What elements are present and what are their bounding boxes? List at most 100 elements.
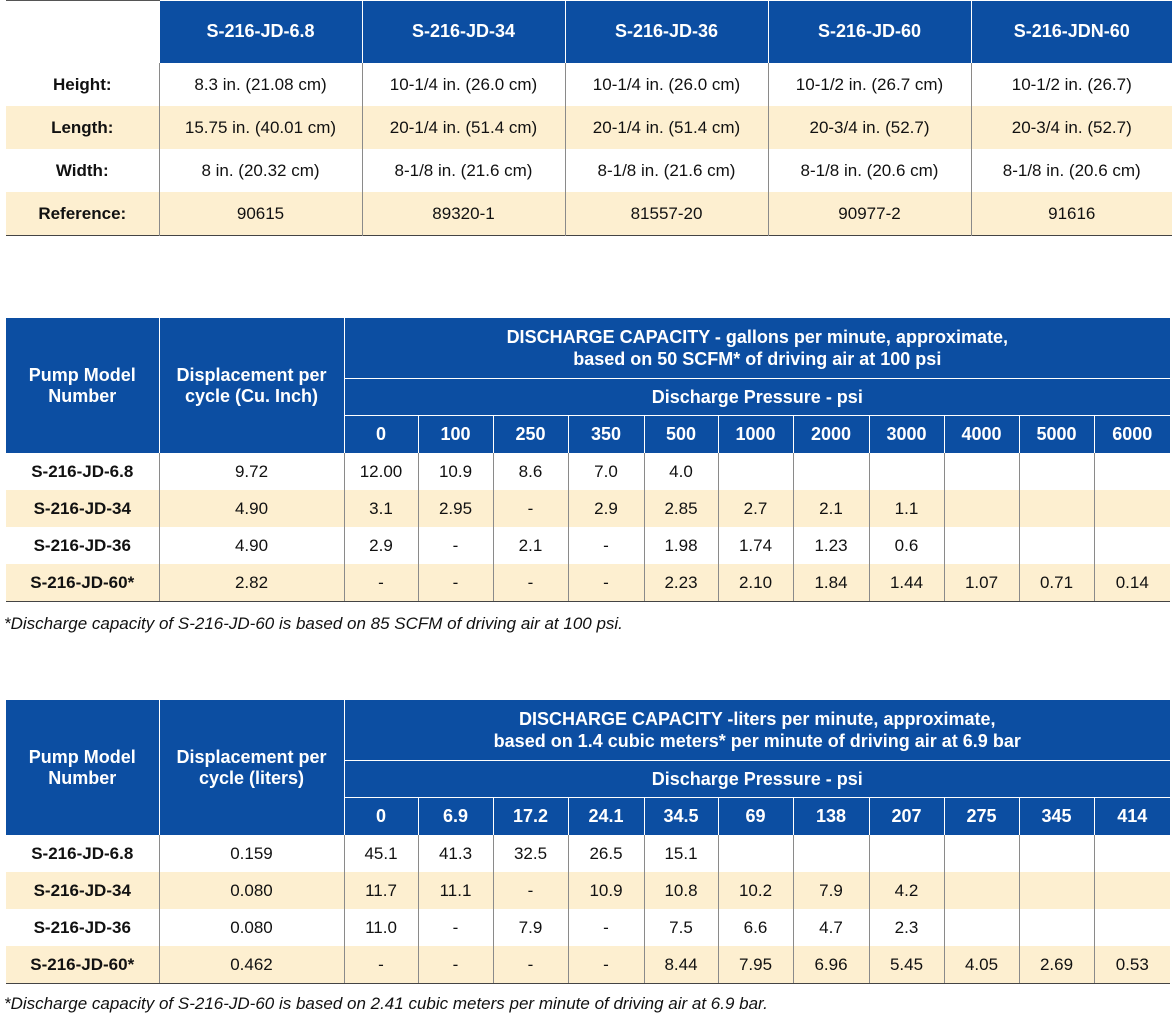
capacity-cell: 10.8 bbox=[643, 872, 718, 909]
capacity-cell: - bbox=[492, 946, 568, 984]
capacity-cell: - bbox=[417, 564, 493, 602]
displacement-cell: 0.462 bbox=[158, 946, 344, 984]
pressure-header: 0 bbox=[344, 415, 418, 453]
displacement-cell: 0.080 bbox=[158, 909, 344, 946]
capacity-cell bbox=[1018, 527, 1094, 564]
table-cell: 20-3/4 in. (52.7) bbox=[970, 106, 1172, 149]
model-column-header: Pump Model Number bbox=[6, 700, 160, 835]
capacity-cell: - bbox=[492, 564, 568, 602]
model-column-header: Pump Model Number bbox=[6, 318, 160, 453]
capacity-cell bbox=[943, 527, 1019, 564]
model-header: S-216-JD-36 bbox=[564, 0, 768, 63]
capacity-cell bbox=[792, 835, 869, 872]
model-cell: S-216-JD-60* bbox=[6, 946, 159, 984]
table-cell: 8 in. (20.32 cm) bbox=[158, 149, 362, 192]
pressure-header: 17.2 bbox=[492, 797, 568, 835]
displacement-cell: 4.90 bbox=[158, 490, 344, 527]
capacity-cell: - bbox=[492, 490, 568, 527]
capacity-cell: 2.1 bbox=[492, 527, 568, 564]
table-row: Height: 8.3 in. (21.08 cm) 10-1/4 in. (26.… bbox=[6, 63, 1172, 106]
capacity-cell bbox=[792, 453, 869, 490]
table-cell: 8-1/8 in. (21.6 cm) bbox=[564, 149, 768, 192]
pressure-header-row: 0 100 250 350 500 1000 2000 3000 4000 5000 6000 bbox=[6, 415, 1171, 453]
capacity-cell bbox=[1093, 835, 1171, 872]
pressure-subtitle: Discharge Pressure - psi bbox=[344, 378, 1171, 416]
model-cell: S-216-JD-60* bbox=[6, 564, 159, 602]
capacity-cell: 2.85 bbox=[643, 490, 718, 527]
capacity-cell bbox=[943, 872, 1019, 909]
capacity-cell: 11.1 bbox=[417, 872, 493, 909]
capacity-cell bbox=[1093, 527, 1171, 564]
table-cell: 10-1/2 in. (26.7 cm) bbox=[767, 63, 971, 106]
capacity-cell bbox=[943, 490, 1019, 527]
table-row: Width: 8 in. (20.32 cm) 8-1/8 in. (21.6 cm… bbox=[6, 149, 1172, 192]
table-row: S-216-JD-36 4.90 2.9-2.1-1.98 1.74 1.23 0.6 bbox=[6, 527, 1171, 564]
capacity-cell: - bbox=[417, 946, 493, 984]
capacity-gpm-table: Pump Model Number Displacement per cycle… bbox=[6, 318, 1171, 602]
capacity-cell bbox=[1093, 453, 1171, 490]
capacity-cell: 8.6 bbox=[492, 453, 568, 490]
capacity-cell: 4.05 bbox=[943, 946, 1019, 984]
pressure-header: 3000 bbox=[868, 415, 944, 453]
table-cell: 8-1/8 in. (21.6 cm) bbox=[361, 149, 565, 192]
capacity-cell: 0.53 bbox=[1093, 946, 1171, 984]
capacity-cell: 0.6 bbox=[868, 527, 944, 564]
capacity-title-line1: DISCHARGE CAPACITY -liters per minute, a… bbox=[519, 709, 996, 729]
model-cell: S-216-JD-6.8 bbox=[31, 461, 134, 481]
capacity-title-line2: based on 1.4 cubic meters* per minute of… bbox=[493, 731, 1021, 751]
capacity-cell: - bbox=[567, 527, 644, 564]
capacity-cell: - bbox=[417, 909, 493, 946]
table-cell: 20-1/4 in. (51.4 cm) bbox=[564, 106, 768, 149]
capacity-cell: 0.14 bbox=[1093, 564, 1171, 602]
displacement-cell: 9.72 bbox=[158, 453, 344, 490]
capacity-cell bbox=[1018, 909, 1094, 946]
capacity-cell: 1.98 bbox=[643, 527, 718, 564]
capacity-cell bbox=[1018, 835, 1094, 872]
capacity-cell bbox=[717, 835, 793, 872]
capacity-cell: - bbox=[343, 946, 418, 984]
capacity-cell: 45.1 bbox=[343, 835, 418, 872]
model-cell: S-216-JD-36 bbox=[33, 535, 131, 555]
capacity-cell: - bbox=[492, 872, 568, 909]
capacity-cell: - bbox=[343, 564, 418, 602]
capacity-cell: 2.9 bbox=[343, 527, 418, 564]
capacity-cell: 1.23 bbox=[792, 527, 869, 564]
model-header: S-216-JD-6.8 bbox=[158, 0, 362, 63]
capacity-cell bbox=[868, 453, 944, 490]
dimensions-table: S-216-JD-6.8 S-216-JD-34 S-216-JD-36 S-2… bbox=[6, 0, 1172, 236]
capacity-cell: 1.74 bbox=[717, 527, 793, 564]
capacity-cell bbox=[943, 909, 1019, 946]
pressure-header: 500 bbox=[643, 415, 718, 453]
table-row: S-216-JD-34 4.90 3.1 2.95-2.9 2.85 2.7 2.1 1.1 bbox=[6, 490, 1171, 527]
capacity-cell: 1.07 bbox=[943, 564, 1019, 602]
pressure-header: 414 bbox=[1093, 797, 1171, 835]
capacity-cell: 4.2 bbox=[868, 872, 944, 909]
capacity-cell bbox=[1093, 490, 1171, 527]
table-cell: 8.3 in. (21.08 cm) bbox=[158, 63, 362, 106]
capacity-cell: 2.1 bbox=[792, 490, 869, 527]
capacity-cell: - bbox=[417, 527, 493, 564]
capacity-lpm-table: Pump Model Number Displacement per cycle… bbox=[6, 700, 1171, 984]
capacity-cell bbox=[943, 835, 1019, 872]
pressure-header: 100 bbox=[417, 415, 493, 453]
table-cell: 91616 bbox=[970, 192, 1172, 236]
model-header: S-216-JDN-60 bbox=[970, 0, 1172, 63]
capacity-cell: 8.44 bbox=[643, 946, 718, 984]
capacity-cell: 32.5 bbox=[492, 835, 568, 872]
displacement-cell: 4.90 bbox=[158, 527, 344, 564]
capacity-cell: 2.3 bbox=[868, 909, 944, 946]
pressure-header: 250 bbox=[492, 415, 568, 453]
capacity-cell: 1.84 bbox=[792, 564, 869, 602]
table-row: S-216-JD-36 0.080 11.0-7.9-7.5 6.6 4.7 2.3 bbox=[6, 909, 1171, 946]
capacity-cell: 41.3 bbox=[417, 835, 493, 872]
capacity-cell: 10.9 bbox=[567, 872, 644, 909]
pressure-header: 350 bbox=[567, 415, 644, 453]
table-row: Reference: 90615 89320-1 81557-20 90977-2 916… bbox=[6, 192, 1172, 236]
capacity-cell: 12.00 bbox=[343, 453, 418, 490]
row-label: Reference: bbox=[6, 192, 159, 236]
model-cell: S-216-JD-6.8 bbox=[31, 843, 134, 863]
pressure-header: 6.9 bbox=[417, 797, 493, 835]
table-cell: 90977-2 bbox=[767, 192, 971, 236]
capacity-cell: 11.7 bbox=[343, 872, 418, 909]
capacity-cell: 6.96 bbox=[792, 946, 869, 984]
